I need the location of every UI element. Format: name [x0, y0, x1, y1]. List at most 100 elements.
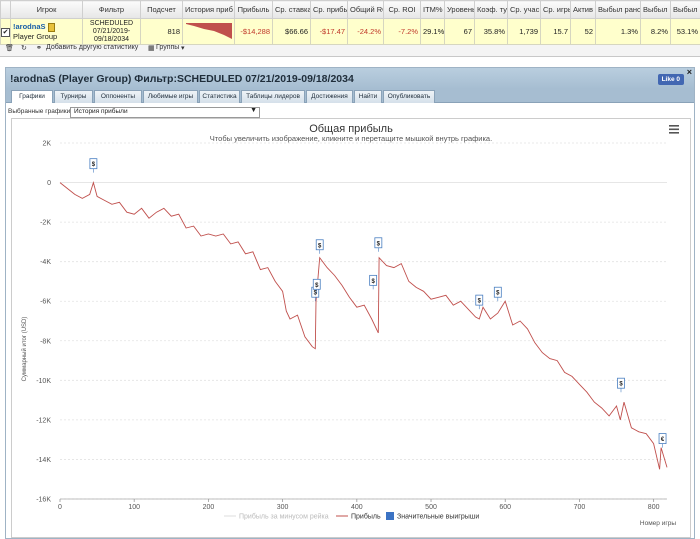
y-tick-label: -16K	[36, 497, 51, 504]
trash-icon[interactable]: 🗑	[5, 45, 14, 52]
column-header[interactable]: Ср. ставка	[272, 0, 311, 19]
column-header[interactable]: Игрок	[10, 0, 83, 19]
significant-win-marker: $	[475, 294, 484, 310]
x-tick-label: 400	[351, 504, 363, 511]
y-tick-label: -10K	[36, 378, 51, 385]
y-tick-label: -14K	[36, 457, 51, 464]
graph-select[interactable]: История прибыли ▼	[70, 107, 260, 118]
column-header[interactable]: ITM%	[420, 0, 445, 19]
significant-win-marker: $	[369, 274, 378, 290]
close-icon[interactable]: ×	[686, 67, 692, 77]
x-tick-label: 600	[499, 504, 511, 511]
column-header[interactable]: Ср. игрь	[540, 0, 571, 19]
tab-item[interactable]: Статистика	[199, 90, 240, 103]
column-header[interactable]: Выбыл рано	[595, 0, 641, 19]
y-axis-label: Суммарный итог (USD)	[21, 317, 28, 382]
groups-dropdown[interactable]: Группы	[156, 44, 180, 51]
y-tick-label: -8K	[40, 338, 51, 345]
chart-subtitle: Чтобы увеличить изображение, кликните и …	[210, 134, 492, 143]
x-tick-label: 700	[574, 504, 586, 511]
total-roi-cell: -24.2%	[347, 18, 384, 45]
win-flag-label: $	[496, 291, 500, 297]
column-header[interactable]: Ср. прибыл	[310, 0, 348, 19]
column-header[interactable]: Ср. ROI	[383, 0, 421, 19]
notes-icon[interactable]	[47, 22, 55, 32]
significant-win-marker: €	[658, 433, 667, 448]
avg-profit-cell: -$17.47	[310, 18, 348, 45]
column-header[interactable]: Ср. учас	[507, 0, 541, 19]
tab-item[interactable]: Оппоненты	[94, 90, 142, 103]
chevron-down-icon: ▼	[250, 107, 257, 114]
filter-cell: SCHEDULED 07/21/2019-09/18/2034	[82, 18, 141, 45]
legend-label-wins: Значительные выигрыши	[397, 514, 479, 521]
avg-entrants-cell: 1,739	[507, 18, 541, 45]
profit-chart-container[interactable]: Общая прибыль Чтобы увеличить изображени…	[11, 118, 691, 538]
column-header[interactable]: Выбыл поз	[670, 0, 700, 19]
column-header[interactable]: Коэф. ту	[474, 0, 508, 19]
history-sparkline	[182, 18, 235, 45]
column-header[interactable]: Выбыл р	[640, 0, 671, 19]
chart-grid	[60, 142, 667, 500]
column-header[interactable]: Общий RC	[347, 0, 384, 19]
chart-title: Общая прибыль	[309, 123, 393, 135]
tab-item[interactable]: Таблицы лидеров	[241, 90, 305, 103]
menu-icon[interactable]	[669, 125, 679, 134]
win-flag-label: $	[478, 299, 482, 305]
graph-select-value: История прибыли	[74, 108, 128, 115]
panel-tabs: Графики Турниры Оппоненты Любимые игры Стати…	[6, 89, 694, 103]
y-tick-label: -2K	[40, 220, 51, 227]
player-group-label: Player Group	[13, 31, 58, 41]
profit-line	[59, 180, 668, 470]
avg-stake-cell: $66.66	[272, 18, 311, 45]
early-out2-cell: 8.2%	[640, 18, 671, 45]
legend-label-profit: Прибыль	[351, 513, 381, 521]
significant-win-marker: $	[312, 278, 321, 294]
chevron-down-icon[interactable]: ▾	[181, 45, 185, 52]
win-flag-label: $	[92, 162, 96, 168]
player-cell[interactable]: !arodnaS Player Group	[10, 18, 83, 45]
select-column-header	[0, 0, 11, 19]
like-button[interactable]: Like 0	[657, 74, 684, 85]
win-flag-label: $	[371, 279, 375, 285]
win-flag-label: $	[318, 243, 322, 249]
tab-item[interactable]: Любимые игры	[143, 90, 198, 103]
tab-item[interactable]: Турниры	[54, 90, 93, 103]
active-cell: 52	[570, 18, 596, 45]
grid-toolbar: 🗑 ↻ ⚭ Добавить другую статистику ▦ Групп…	[0, 43, 700, 55]
column-header[interactable]: Прибыль	[234, 0, 273, 19]
x-tick-label: 300	[277, 504, 289, 511]
column-header[interactable]: История приб	[182, 0, 235, 19]
refresh-icon[interactable]: ↻	[21, 45, 27, 52]
chart-legend: Прибыль за минусом рейка Прибыль Значитель…	[224, 512, 479, 521]
y-tick-label: 0	[47, 180, 51, 187]
link-icon[interactable]: ⚭	[36, 45, 42, 52]
significant-win-marker: $	[89, 158, 98, 173]
profit-chart[interactable]: Общая прибыль Чтобы увеличить изображени…	[12, 119, 690, 537]
tab-item[interactable]: Графики	[11, 90, 53, 103]
add-stat-button[interactable]: Добавить другую статистику	[46, 44, 139, 51]
column-header[interactable]: Актив	[570, 0, 596, 19]
tab-item[interactable]: Опубликовать	[383, 90, 435, 103]
column-header[interactable]: Фильтр	[82, 0, 141, 19]
player-name-link[interactable]: !arodnaS	[13, 22, 46, 32]
player-panel: !arodnaS (Player Group) Фильтр:SCHEDULED…	[5, 67, 695, 539]
table-row[interactable]: ✔ !arodnaS Player Group SCHEDULED 07/21/…	[0, 18, 700, 45]
tab-item[interactable]: Достижения	[306, 90, 353, 103]
significant-win-marker: $	[374, 237, 383, 252]
y-tick-label: -4K	[40, 259, 51, 266]
column-header[interactable]: Уровень	[444, 0, 475, 19]
win-flag-label: $	[377, 241, 381, 247]
y-tick-label: -12K	[36, 417, 51, 424]
panel-header: !arodnaS (Player Group) Фильтр:SCHEDULED…	[6, 67, 694, 89]
column-header[interactable]: Подсчет	[140, 0, 183, 19]
tab-item[interactable]: Найти	[354, 90, 382, 103]
x-axis-label: Номер игры	[640, 520, 676, 527]
avg-roi-cell: -7.2%	[383, 18, 421, 45]
early-out-cell: 1.3%	[595, 18, 641, 45]
y-tick-label: 2K	[42, 141, 51, 148]
row-checkbox[interactable]: ✔	[0, 18, 11, 45]
groups-icon: ▦	[148, 45, 155, 52]
level-cell: 67	[444, 18, 475, 45]
significant-wins: $ $ $ $ $ $ $ $ $ €	[89, 158, 667, 448]
grid-header-row: Игрок Фильтр Подсчет История приб Прибыл…	[0, 0, 700, 19]
